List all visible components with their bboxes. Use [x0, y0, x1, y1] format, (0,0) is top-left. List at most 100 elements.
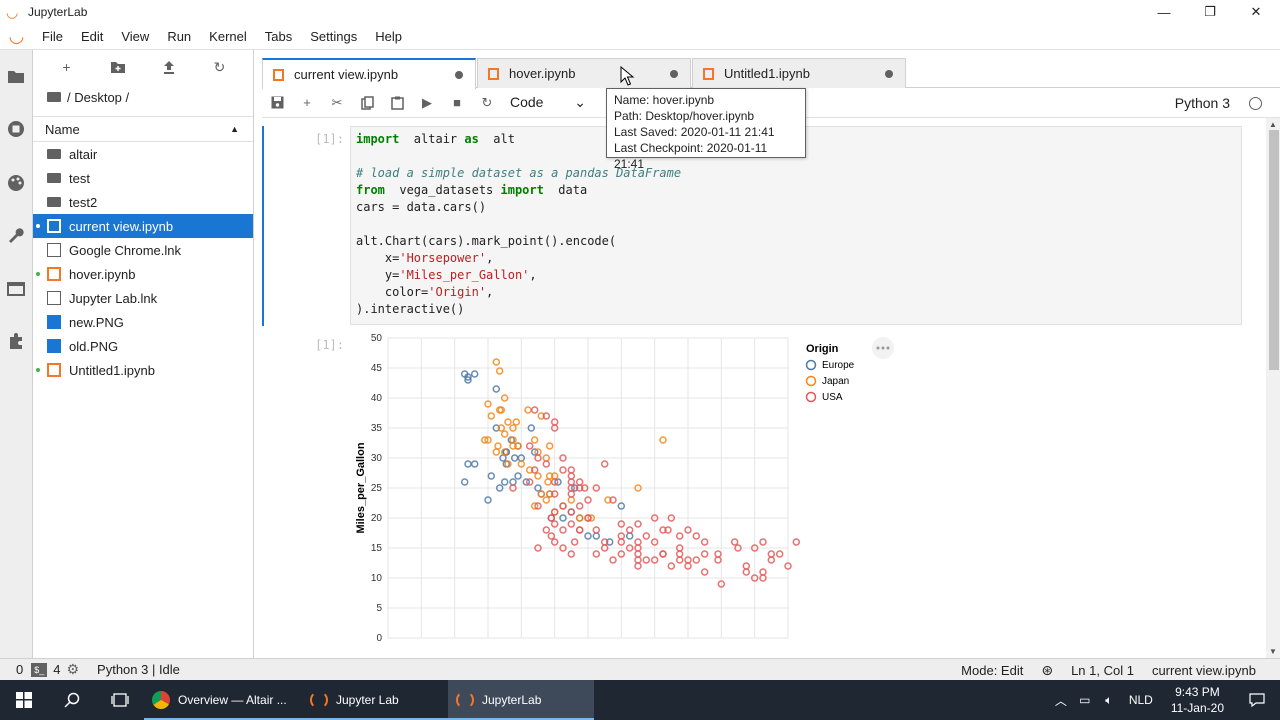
tab-current-view-ipynb[interactable]: current view.ipynb — [262, 58, 476, 89]
close-button[interactable]: ✕ — [1250, 4, 1262, 19]
data-point[interactable] — [570, 484, 579, 492]
data-point[interactable] — [514, 472, 522, 480]
folder-icon[interactable] — [5, 66, 27, 88]
data-point[interactable] — [550, 538, 559, 546]
data-point[interactable] — [509, 436, 517, 444]
data-point[interactable] — [504, 418, 512, 426]
maximize-button[interactable]: ❐ — [1204, 4, 1216, 19]
data-point[interactable] — [547, 532, 556, 540]
new-folder-icon[interactable] — [107, 56, 129, 78]
data-point[interactable] — [500, 478, 509, 486]
unsaved-dot-icon[interactable] — [885, 70, 893, 78]
data-point[interactable] — [545, 490, 554, 498]
data-point[interactable] — [642, 532, 651, 540]
data-point[interactable] — [530, 502, 539, 510]
data-point[interactable] — [495, 484, 504, 492]
data-point[interactable] — [567, 520, 576, 528]
scroll-up-icon[interactable]: ▲ — [1269, 120, 1277, 129]
data-point[interactable] — [667, 514, 676, 522]
name-column-header[interactable]: Name — [45, 121, 80, 137]
data-point[interactable] — [734, 544, 742, 552]
data-point[interactable] — [659, 436, 667, 444]
wrench-icon[interactable] — [5, 224, 27, 246]
data-point[interactable] — [700, 550, 709, 558]
unsaved-dot-icon[interactable] — [670, 70, 678, 78]
data-point[interactable] — [522, 478, 531, 486]
data-point[interactable] — [464, 373, 472, 381]
menu-edit[interactable]: Edit — [80, 28, 104, 44]
data-point[interactable] — [714, 550, 722, 558]
data-point[interactable] — [575, 526, 584, 534]
data-point[interactable] — [484, 436, 492, 444]
data-point[interactable] — [534, 484, 542, 492]
cut-icon[interactable]: ✂ — [331, 94, 343, 110]
scatter-chart[interactable]: 0 5 10 15 20 25 30 35 40 45 50 Miles_per_Gallon Orig… — [350, 332, 910, 658]
data-point[interactable] — [700, 568, 709, 576]
chart-actions-dot[interactable] — [876, 346, 880, 350]
file-item[interactable]: test2 — [33, 190, 253, 214]
data-point[interactable] — [554, 478, 562, 486]
trusted-icon[interactable]: ⊛ — [1041, 661, 1054, 678]
data-point[interactable] — [750, 574, 759, 582]
data-point[interactable] — [664, 526, 672, 534]
data-point[interactable] — [625, 544, 634, 552]
menu-run[interactable]: Run — [167, 28, 192, 44]
data-point[interactable] — [497, 424, 506, 432]
refresh-icon[interactable]: ↻ — [213, 58, 226, 75]
data-point[interactable] — [484, 400, 492, 408]
data-point[interactable] — [500, 448, 509, 456]
data-point[interactable] — [537, 490, 546, 498]
data-point[interactable] — [559, 544, 567, 552]
data-point[interactable] — [492, 385, 501, 393]
data-point[interactable] — [667, 562, 676, 570]
data-point[interactable] — [559, 466, 567, 474]
data-point[interactable] — [600, 544, 609, 552]
data-point[interactable] — [487, 472, 496, 480]
data-point[interactable] — [650, 556, 659, 564]
menu-view[interactable]: View — [121, 28, 150, 44]
data-point[interactable] — [642, 556, 651, 564]
menu-settings[interactable]: Settings — [310, 28, 358, 44]
new-launcher-icon[interactable]: + — [62, 59, 71, 75]
data-point[interactable] — [730, 538, 739, 546]
data-point[interactable] — [617, 502, 626, 510]
menu-help[interactable]: Help — [375, 28, 402, 44]
data-point[interactable] — [742, 568, 751, 576]
data-point[interactable] — [525, 478, 534, 486]
terminal-count[interactable]: 0 — [16, 662, 24, 677]
data-point[interactable] — [592, 484, 601, 492]
data-point[interactable] — [492, 358, 501, 366]
kernel-status[interactable]: Python 3 | Idle — [97, 662, 180, 677]
data-point[interactable] — [509, 424, 517, 432]
task-view-icon[interactable] — [96, 680, 144, 720]
data-point[interactable] — [609, 496, 617, 504]
data-point[interactable] — [550, 490, 559, 498]
minimize-button[interactable]: — — [1157, 4, 1171, 20]
data-point[interactable] — [537, 412, 546, 420]
data-point[interactable] — [514, 442, 522, 450]
data-point[interactable] — [750, 544, 759, 552]
palette-icon[interactable] — [5, 172, 27, 194]
data-point[interactable] — [559, 502, 567, 510]
insert-cell-icon[interactable]: + — [303, 95, 311, 110]
data-point[interactable] — [659, 526, 667, 534]
data-point[interactable] — [545, 442, 554, 450]
file-item[interactable]: current view.ipynb — [33, 214, 253, 238]
data-point[interactable] — [717, 580, 726, 588]
file-item[interactable]: old.PNG — [33, 334, 253, 358]
menu-file[interactable]: File — [42, 28, 63, 44]
stop-icon[interactable]: ■ — [453, 95, 461, 110]
data-point[interactable] — [464, 460, 472, 468]
data-point[interactable] — [504, 460, 512, 468]
data-point[interactable] — [650, 514, 659, 522]
data-point[interactable] — [617, 538, 626, 546]
data-point[interactable] — [584, 514, 592, 522]
tab-hover-ipynb[interactable]: hover.ipynb — [477, 58, 691, 88]
code-editor[interactable]: import altair as alt # load a simple data… — [350, 126, 1242, 325]
data-point[interactable] — [692, 532, 701, 540]
file-item[interactable]: Jupyter Lab.lnk — [33, 286, 253, 310]
paste-icon[interactable] — [382, 91, 412, 115]
data-point[interactable] — [525, 466, 534, 474]
notifications-icon[interactable] — [1234, 680, 1280, 720]
running-icon[interactable] — [5, 118, 27, 140]
